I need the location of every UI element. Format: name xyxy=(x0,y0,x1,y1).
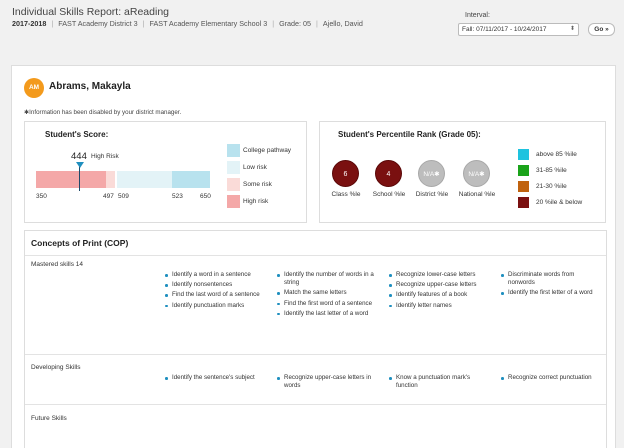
cop-title: Concepts of Print (COP) xyxy=(31,238,129,248)
class-percentile-badge: 6 xyxy=(332,160,359,187)
go-button[interactable]: Go » xyxy=(588,23,615,36)
school-year: 2017-2018 xyxy=(12,19,47,28)
tick-label: 523 xyxy=(172,193,183,200)
skill-column: Discriminate words from nonwords Identify… xyxy=(501,271,601,300)
mastered-skills-label: Mastered skills 14 xyxy=(31,261,84,268)
avatar: AM xyxy=(24,78,44,98)
national-percentile-label: National %le xyxy=(458,191,496,198)
legend-label: 21-30 %ile xyxy=(536,183,567,190)
skill-column: Recognize correct punctuation xyxy=(501,374,601,384)
legend-swatch xyxy=(227,144,240,157)
skill-item: Find the last word of a sentence xyxy=(165,291,265,299)
legend-label: above 85 %ile xyxy=(536,151,577,158)
concepts-of-print-panel: Concepts of Print (COP) Mastered skills … xyxy=(24,230,607,448)
divider xyxy=(25,354,606,355)
district-name: FAST Academy District 3 xyxy=(58,19,138,28)
score-risk-label: High Risk xyxy=(91,153,119,160)
report-meta: 2017-2018 | FAST Academy District 3 | FAST A… xyxy=(12,19,363,28)
legend-label: 20 %ile & below xyxy=(536,199,583,206)
future-skills-label: Future Skills xyxy=(31,415,67,422)
skill-item: Identify letter names xyxy=(389,302,489,310)
interval-label: Interval: xyxy=(465,12,490,19)
score-marker-icon xyxy=(76,162,84,168)
student-card: AM Abrams, Makayla ✱Information has been… xyxy=(11,65,616,448)
legend-swatch xyxy=(227,178,240,191)
skill-item: Identify the number of words in a string xyxy=(277,271,377,287)
legend-label: High risk xyxy=(243,198,269,205)
class-percentile-label: Class %le xyxy=(331,191,361,198)
legend-label: College pathway xyxy=(243,147,292,154)
skill-column: Identify the sentence's subject xyxy=(165,374,265,384)
legend-label: 31-85 %ile xyxy=(536,167,567,174)
report-title: Individual Skills Report: aReading xyxy=(12,6,170,18)
legend-label: Low risk xyxy=(243,164,267,171)
legend-label: Some risk xyxy=(243,181,272,188)
skill-column: Recognize upper-case letters in words xyxy=(277,374,377,392)
skill-item: Recognize lower-case letters xyxy=(389,271,489,279)
skill-item: Discriminate words from nonwords xyxy=(501,271,601,287)
divider xyxy=(25,404,606,405)
skill-item: Know a punctuation mark's function xyxy=(389,374,489,390)
some-risk-band xyxy=(106,171,115,188)
select-caret-icon: ⬍ xyxy=(569,26,575,32)
score-title: Student's Score: xyxy=(45,130,109,139)
teacher-name: Ajello, David xyxy=(322,19,363,28)
student-name: Abrams, Makayla xyxy=(49,81,131,92)
low-risk-band xyxy=(117,171,172,188)
skill-item: Recognize upper-case letters in words xyxy=(277,374,377,390)
legend-swatch xyxy=(518,197,529,208)
score-marker-line xyxy=(79,166,81,191)
skill-item: Identify the first letter of a word xyxy=(501,289,601,297)
legend-swatch xyxy=(518,181,529,192)
grade-label: Grade: 05 xyxy=(279,19,312,28)
legend-swatch xyxy=(518,149,529,160)
skill-item: Identify the sentence's subject xyxy=(165,374,265,382)
tick-label: 509 xyxy=(118,193,129,200)
skill-column: Identify a word in a sentence Identify no… xyxy=(165,271,265,312)
skill-item: Recognize correct punctuation xyxy=(501,374,601,382)
score-value: 444 xyxy=(71,151,87,162)
percentile-title: Student's Percentile Rank (Grade 05): xyxy=(338,130,481,139)
legend-swatch xyxy=(227,161,240,174)
student-score-panel: Student's Score: 444 High Risk 350 497 5… xyxy=(24,121,307,223)
school-name: FAST Academy Elementary School 3 xyxy=(149,19,268,28)
tick-label: 650 xyxy=(200,193,211,200)
skill-column: Know a punctuation mark's function xyxy=(389,374,489,392)
skill-item: Identify punctuation marks xyxy=(165,302,265,310)
school-percentile-label: School %le xyxy=(372,191,406,198)
skill-item: Identify features of a book xyxy=(389,291,489,299)
skill-column: Identify the number of words in a string… xyxy=(277,271,377,320)
high-risk-band xyxy=(36,171,106,188)
district-percentile-badge: N/A✱ xyxy=(418,160,445,187)
school-percentile-badge: 4 xyxy=(375,160,402,187)
percentile-rank-panel: Student's Percentile Rank (Grade 05): 6 … xyxy=(319,121,606,223)
divider xyxy=(25,255,606,256)
skill-item: Identify the last letter of a word xyxy=(277,310,377,318)
national-percentile-badge: N/A✱ xyxy=(463,160,490,187)
skill-column: Recognize lower-case letters Recognize up… xyxy=(389,271,489,312)
skill-item: Match the same letters xyxy=(277,289,377,297)
interval-select[interactable]: Fall: 07/11/2017 - 10/24/2017 ⬍ xyxy=(458,23,579,36)
disabled-info-note: ✱Information has been disabled by your d… xyxy=(24,109,182,116)
skill-item: Find the first word of a sentence xyxy=(277,300,377,308)
district-percentile-label: District %le xyxy=(415,191,449,198)
developing-skills-label: Developing Skills xyxy=(31,364,81,371)
skill-item: Identify nonsentences xyxy=(165,281,265,289)
tick-label: 350 xyxy=(36,193,47,200)
legend-swatch xyxy=(518,165,529,176)
college-pathway-band xyxy=(172,171,210,188)
tick-label: 497 xyxy=(103,193,114,200)
legend-swatch xyxy=(227,195,240,208)
skill-item: Identify a word in a sentence xyxy=(165,271,265,279)
interval-selected-value: Fall: 07/11/2017 - 10/24/2017 xyxy=(462,26,547,33)
skill-item: Recognize upper-case letters xyxy=(389,281,489,289)
